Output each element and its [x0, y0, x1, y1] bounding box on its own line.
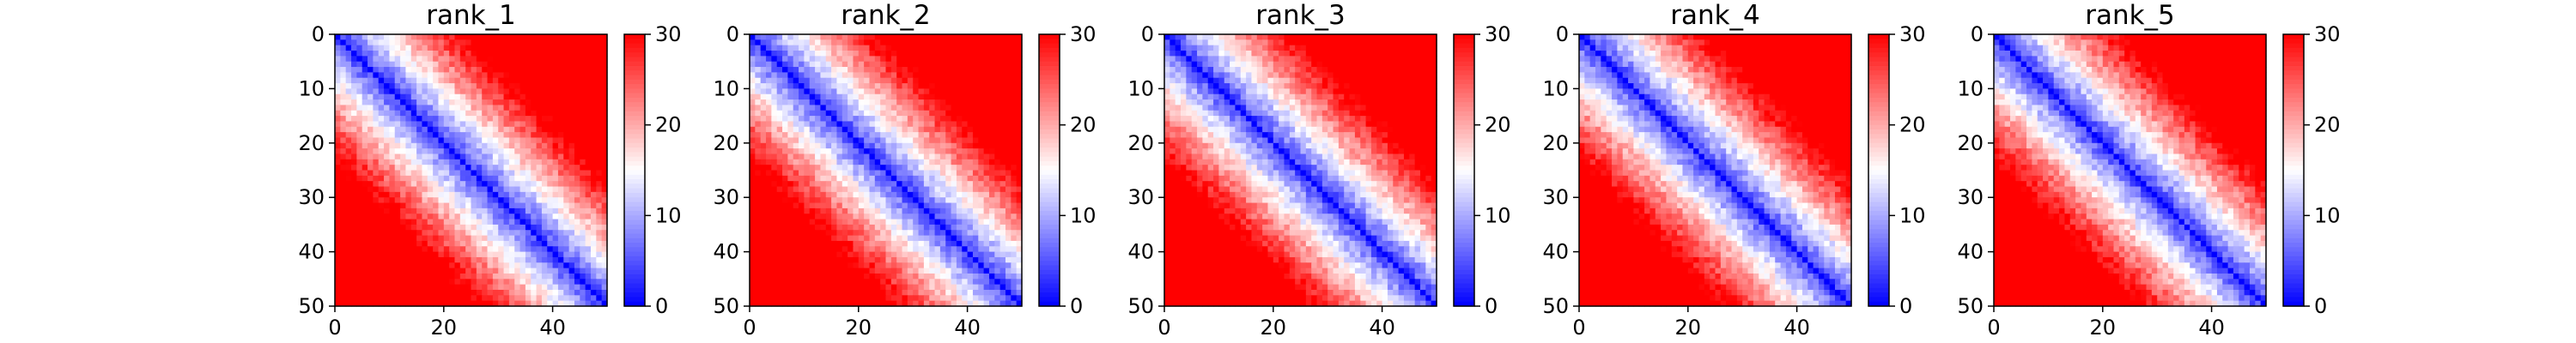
- x-tick-label: 20: [1675, 316, 1702, 340]
- plot-frame: [334, 33, 608, 307]
- chart-title: rank_2: [841, 0, 931, 31]
- heatmap-cells: [1164, 34, 1437, 307]
- chart-title: rank_3: [1255, 0, 1346, 31]
- colorbar-tick-label: 0: [2314, 294, 2327, 318]
- y-tick-label: 50: [713, 294, 739, 318]
- colorbar-tick-label: 30: [1485, 22, 1511, 46]
- heatmap-cells: [1579, 34, 1852, 307]
- y-tick-label: 40: [713, 240, 739, 264]
- y-tick-label: 10: [713, 76, 739, 100]
- x-tick-label: 20: [846, 316, 872, 340]
- y-tick-label: 30: [1542, 185, 1569, 209]
- chart-title: rank_4: [1670, 0, 1760, 31]
- x-tick-label: 40: [1369, 316, 1395, 340]
- colorbar-tick-label: 30: [1070, 22, 1097, 46]
- colorbar-frame: [623, 33, 646, 307]
- x-tick-label: 20: [2090, 316, 2117, 340]
- x-tick-label: 0: [1157, 316, 1170, 340]
- y-tick-label: 10: [1957, 76, 1984, 100]
- colorbar: 0 10 20 30: [1868, 22, 1926, 318]
- y-tick-label: 20: [1542, 131, 1569, 155]
- colorbar-tick-label: 0: [1899, 294, 1912, 318]
- x-tick-label: 0: [328, 316, 341, 340]
- x-tick-label: 0: [1572, 316, 1585, 340]
- y-tick-label: 30: [1957, 185, 1984, 209]
- y-tick-label: 0: [312, 22, 325, 46]
- x-tick-label: 20: [1261, 316, 1287, 340]
- colorbar-tick-label: 0: [1070, 294, 1083, 318]
- x-tick-label: 40: [954, 316, 981, 340]
- heatmap-cells: [335, 34, 608, 307]
- colorbar-tick-label: 20: [655, 113, 682, 137]
- y-tick-label: 10: [1542, 76, 1569, 100]
- y-tick-label: 0: [1971, 22, 1984, 46]
- colorbar-tick-label: 10: [1899, 203, 1926, 227]
- y-tick-label: 50: [298, 294, 325, 318]
- colorbar-tick-label: 20: [1070, 113, 1097, 137]
- y-tick-label: 40: [1127, 240, 1154, 264]
- y-tick-label: 10: [298, 76, 325, 100]
- heatmap-cells: [750, 34, 1023, 307]
- colorbar-tick-label: 10: [1070, 203, 1097, 227]
- colorbar: 0 10 20 30: [2282, 22, 2341, 318]
- plot-frame: [1163, 33, 1437, 307]
- colorbar-frame: [2282, 33, 2305, 307]
- colorbar-tick-label: 10: [1485, 203, 1511, 227]
- chart-title: rank_5: [2085, 0, 2175, 31]
- chart-title: rank_1: [426, 0, 516, 31]
- colorbar-frame: [1453, 33, 1475, 307]
- colorbar-tick-label: 20: [2314, 113, 2341, 137]
- colorbar-tick-label: 30: [1899, 22, 1926, 46]
- plot-frame: [749, 33, 1023, 307]
- colorbar-tick-label: 10: [2314, 203, 2341, 227]
- y-tick-label: 10: [1127, 76, 1154, 100]
- y-tick-label: 40: [298, 240, 325, 264]
- y-tick-label: 30: [298, 185, 325, 209]
- y-tick-label: 50: [1127, 294, 1154, 318]
- colorbar: 0 10 20 30: [1453, 22, 1511, 318]
- x-tick-label: 40: [1783, 316, 1810, 340]
- y-tick-label: 50: [1542, 294, 1569, 318]
- colorbar-tick-label: 30: [2314, 22, 2341, 46]
- colorbar-tick-label: 20: [1485, 113, 1511, 137]
- colorbar: 0 10 20 30: [1038, 22, 1097, 318]
- y-tick-label: 0: [1556, 22, 1569, 46]
- y-tick-label: 40: [1542, 240, 1569, 264]
- y-tick-label: 40: [1957, 240, 1984, 264]
- colorbar-tick-label: 10: [655, 203, 682, 227]
- y-tick-label: 0: [1141, 22, 1154, 46]
- x-tick-label: 20: [431, 316, 458, 340]
- colorbar-tick-label: 30: [655, 22, 682, 46]
- y-tick-label: 20: [1127, 131, 1154, 155]
- colorbar-frame: [1868, 33, 1890, 307]
- colorbar: 0 10 20 30: [623, 22, 682, 318]
- plot-frame: [1578, 33, 1852, 307]
- y-tick-label: 30: [1127, 185, 1154, 209]
- y-tick-label: 30: [713, 185, 739, 209]
- y-tick-label: 20: [1957, 131, 1984, 155]
- x-tick-label: 40: [2198, 316, 2225, 340]
- y-tick-label: 50: [1957, 294, 1984, 318]
- y-tick-label: 0: [726, 22, 739, 46]
- colorbar-tick-label: 0: [655, 294, 668, 318]
- plot-frame: [1993, 33, 2267, 307]
- colorbar-tick-label: 0: [1485, 294, 1498, 318]
- x-tick-label: 0: [1987, 316, 2000, 340]
- colorbar-frame: [1038, 33, 1060, 307]
- x-tick-label: 0: [743, 316, 756, 340]
- colorbar-tick-label: 20: [1899, 113, 1926, 137]
- heatmap-cells: [1994, 34, 2267, 307]
- y-tick-label: 20: [298, 131, 325, 155]
- x-tick-label: 40: [539, 316, 566, 340]
- y-tick-label: 20: [713, 131, 739, 155]
